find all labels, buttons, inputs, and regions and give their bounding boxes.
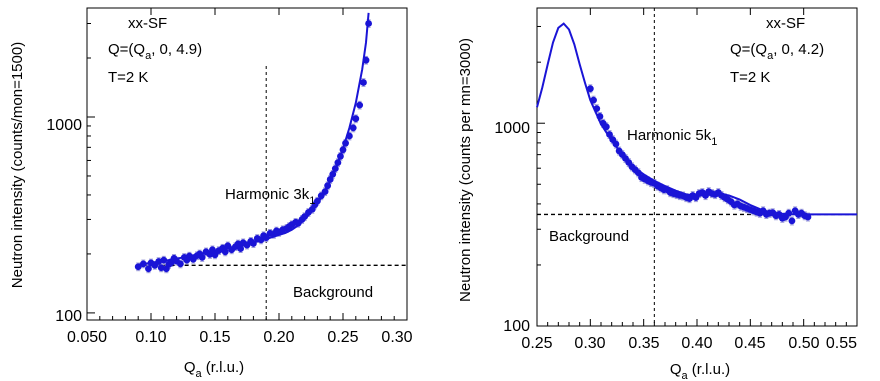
data-point (337, 152, 344, 160)
data-point (237, 245, 245, 252)
x-tick-label: 0.45 (734, 335, 765, 352)
data-point (134, 263, 142, 271)
plot-frame (86, 7, 408, 321)
data-point (145, 265, 152, 273)
right-chart-marks (536, 8, 858, 327)
data-point (221, 248, 229, 256)
data-point (593, 105, 601, 113)
data-point (785, 209, 793, 217)
data-point (157, 264, 165, 272)
harmonic-label: Harmonic 3k1 (225, 186, 315, 207)
data-point (334, 159, 342, 167)
data-point (209, 246, 216, 254)
data-point (602, 123, 610, 131)
x-tick-label: 0.10 (135, 329, 166, 346)
data-point (590, 96, 597, 104)
data-point (155, 258, 163, 265)
data-point (160, 256, 168, 264)
temperature-label: T=2 K (108, 69, 148, 86)
q-vector-label: Q=(Qa, 0, 4.9) (108, 41, 202, 62)
right-chart: 0.25 0.30 0.35 0.40 0.45 0.50 0.55 100 1… (457, 7, 858, 381)
data-point (324, 182, 332, 190)
x-tick-label: 0.25 (521, 335, 552, 352)
data-point (362, 56, 370, 64)
data-point (788, 217, 796, 225)
data-point (177, 260, 184, 268)
data-point (339, 146, 347, 154)
x-tick-label: 0.50 (788, 335, 819, 352)
data-point (329, 170, 337, 178)
data-point (262, 234, 270, 242)
data-point (326, 176, 334, 183)
y-axis-label: Neutron intensity (counts per mn=3000) (457, 38, 474, 302)
data-point (360, 79, 367, 86)
data-point (321, 188, 329, 196)
fit-curve (536, 22, 857, 216)
x-tick-label: 0.55 (826, 335, 857, 352)
y-axis-label: Neutron intensity (counts/mon=1500) (9, 42, 26, 288)
data-point (139, 260, 147, 268)
data-point (634, 169, 642, 177)
y-tick-label: 1000 (46, 117, 82, 134)
x-axis-label: Qa (r.l.u.) (670, 361, 730, 381)
data-point (804, 213, 812, 221)
x-axis-label: Qa (r.l.u.) (184, 359, 244, 380)
data-point (352, 115, 360, 123)
x-tick-label: 0.40 (681, 335, 712, 352)
y-tick-label: 100 (503, 318, 530, 335)
data-point (606, 131, 613, 138)
data-point (346, 132, 353, 140)
data-point (331, 165, 339, 173)
y-tick-label: 1000 (494, 120, 530, 137)
data-point (342, 139, 349, 147)
x-tick-label: 0.30 (574, 335, 605, 352)
data-point (198, 254, 206, 261)
temperature-label: T=2 K (730, 69, 770, 86)
data-point (365, 20, 372, 27)
y-tick-label: 100 (55, 308, 82, 325)
x-tick-label: 0.15 (199, 329, 230, 346)
x-tick-label: 0.050 (67, 329, 107, 346)
left-chart: 0.050 0.10 0.15 0.20 0.25 0.30 100 1000 … (9, 7, 413, 380)
left-chart-marks (86, 8, 408, 320)
data-point (596, 113, 604, 120)
x-tick-label: 0.35 (628, 335, 659, 352)
harmonic-label: Harmonic 5k1 (627, 127, 717, 148)
x-tick-label: 0.25 (327, 329, 358, 346)
background-label: Background (549, 228, 629, 245)
x-tick-label: 0.20 (263, 329, 294, 346)
q-vector-label: Q=(Qa, 0, 4.2) (730, 41, 824, 62)
data-point (314, 197, 321, 205)
data-point (250, 240, 257, 247)
x-tick-label: 0.30 (381, 329, 412, 346)
measurement-label: xx-SF (128, 15, 167, 32)
data-point (612, 140, 620, 148)
data-point (356, 101, 364, 109)
measurement-label: xx-SF (766, 15, 805, 32)
background-label: Background (293, 284, 373, 301)
data-point (349, 124, 357, 132)
data-point (586, 85, 594, 93)
